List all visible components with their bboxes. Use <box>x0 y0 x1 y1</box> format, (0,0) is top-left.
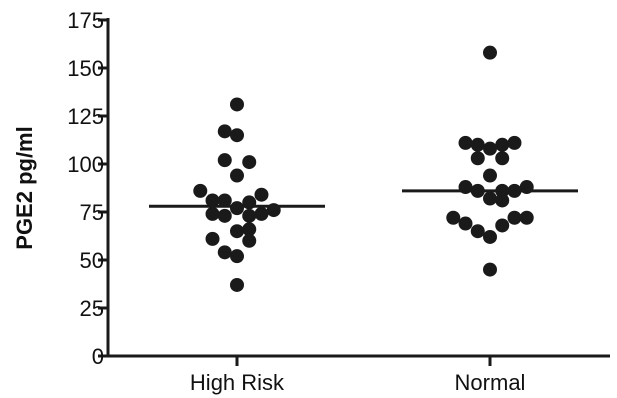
data-point <box>230 168 244 183</box>
y-tick-label: 0 <box>92 344 104 369</box>
data-point <box>483 141 497 156</box>
y-axis-title: PGE2 pg/ml <box>12 126 37 249</box>
data-point <box>483 191 497 206</box>
y-tick-label: 175 <box>67 8 104 33</box>
data-point <box>519 210 534 225</box>
x-category-label: High Risk <box>190 370 285 395</box>
data-point <box>495 218 510 233</box>
data-point <box>470 151 485 166</box>
data-point <box>230 97 244 112</box>
data-point <box>458 216 473 231</box>
data-point <box>230 249 244 264</box>
data-point <box>495 193 510 208</box>
data-point <box>495 151 510 166</box>
data-point <box>242 222 257 237</box>
data-point <box>242 155 257 170</box>
data-point <box>230 224 244 239</box>
y-tick-label: 75 <box>80 200 104 225</box>
data-point <box>217 193 232 208</box>
y-tick-label: 25 <box>80 296 104 321</box>
data-point <box>242 208 257 223</box>
data-point <box>217 245 232 260</box>
data-point <box>217 208 232 223</box>
data-point <box>242 233 257 248</box>
y-tick-label: 150 <box>67 56 104 81</box>
data-point <box>230 128 244 143</box>
data-point <box>205 193 220 208</box>
data-point <box>254 187 269 202</box>
data-point <box>470 224 485 239</box>
data-points <box>193 45 534 292</box>
data-point <box>446 210 461 225</box>
data-point <box>483 168 497 183</box>
data-point <box>507 210 522 225</box>
data-point <box>495 137 510 152</box>
y-tick-label: 125 <box>67 104 104 129</box>
data-point <box>483 45 497 60</box>
data-point <box>458 135 473 150</box>
data-point <box>507 135 522 150</box>
data-point <box>230 201 244 216</box>
data-point <box>483 262 497 277</box>
x-axis: High Risk Normal <box>107 354 610 395</box>
data-point <box>205 231 220 246</box>
y-axis: 0 25 50 75 100 125 150 175 <box>67 8 110 369</box>
data-point <box>254 206 269 221</box>
x-category-label: Normal <box>455 370 526 395</box>
data-point <box>217 124 232 139</box>
data-point <box>230 277 244 292</box>
data-point <box>205 206 220 221</box>
y-tick-label: 50 <box>80 248 104 273</box>
mean-lines <box>149 189 578 208</box>
data-point <box>217 153 232 168</box>
data-point <box>470 137 485 152</box>
y-tick-label: 100 <box>67 152 104 177</box>
data-point <box>193 183 208 198</box>
data-point <box>483 229 497 244</box>
